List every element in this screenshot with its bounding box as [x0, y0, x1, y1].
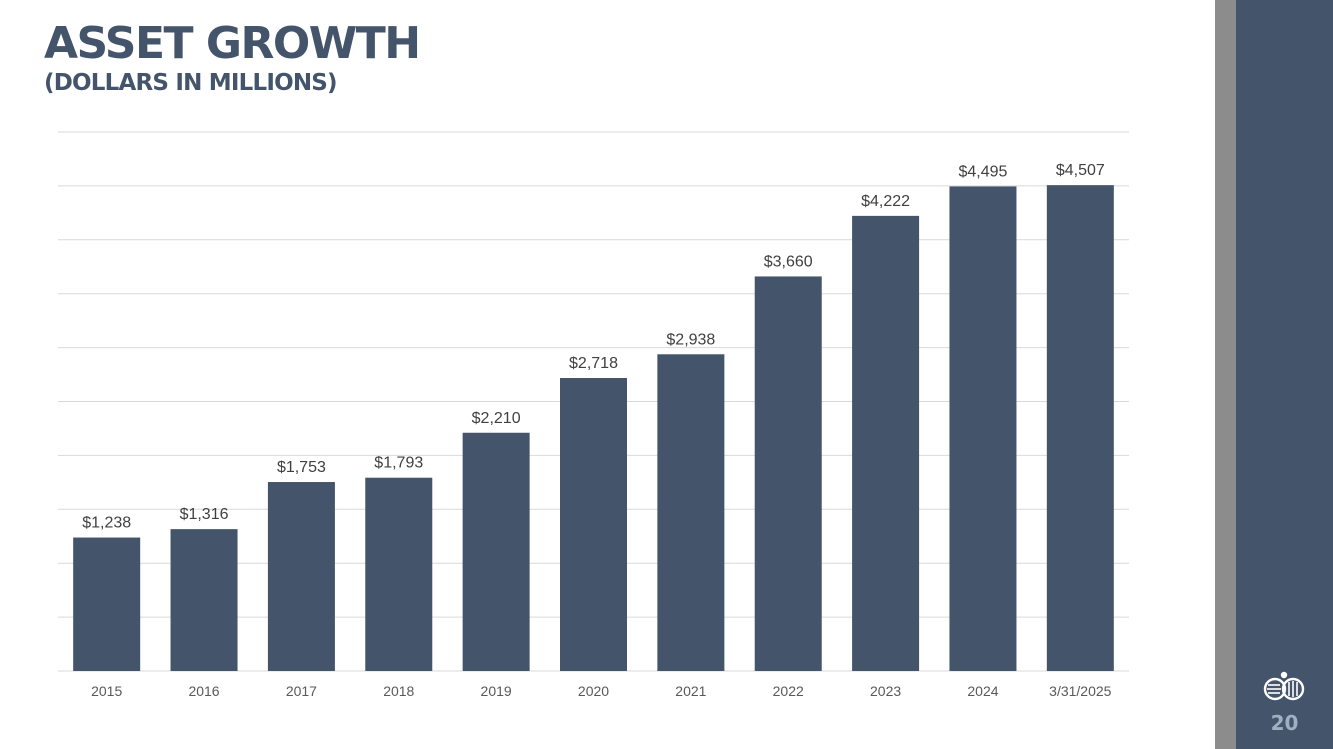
bar-2023 [852, 215, 920, 671]
bar-chart-svg: $1,238 $1,316 $1,753 $1,793 $2,210 $2,718 $2,9… [58, 131, 1129, 699]
x-tick-label: 2024 [967, 683, 998, 699]
data-labels: $1,238 $1,316 $1,753 $1,793 $2,210 $2,718 $2,9… [82, 162, 1105, 531]
x-tick-label: 2020 [578, 683, 609, 699]
bar-2015 [73, 537, 141, 671]
x-tick-label: 2018 [383, 683, 414, 699]
bar-2024 [949, 186, 1017, 671]
data-label: $2,210 [472, 410, 521, 427]
x-tick-label: 2022 [773, 683, 804, 699]
bar-2019 [462, 432, 530, 671]
data-label: $1,316 [180, 506, 229, 523]
x-tick-label: 2015 [91, 683, 122, 699]
data-label: $2,718 [569, 355, 618, 372]
bar-2020 [560, 377, 627, 671]
side-panel [1236, 0, 1333, 749]
data-label: $4,222 [861, 193, 910, 210]
company-logo-icon [1263, 671, 1305, 701]
page-number: 20 [1270, 711, 1299, 735]
slide-subtitle: (DOLLARS IN MILLIONS) [44, 70, 338, 96]
bar-2018 [365, 477, 433, 671]
bar-2017 [267, 482, 335, 671]
data-label: $1,238 [82, 515, 131, 532]
asset-growth-chart: $1,238 $1,316 $1,753 $1,793 $2,210 $2,718 $2,9… [58, 131, 1129, 699]
x-axis-ticks: 2015 2016 2017 2018 2019 2020 2021 2022 2023 2024… [91, 683, 1112, 699]
slide-title: ASSET GROWTH [44, 18, 421, 69]
x-tick-label: 2019 [481, 683, 512, 699]
x-tick-label: 2016 [188, 683, 219, 699]
x-tick-label: 2023 [870, 683, 901, 699]
bars [73, 185, 1114, 672]
data-label: $1,753 [277, 459, 326, 476]
side-panel-stripe [1215, 0, 1236, 749]
data-label: $1,793 [374, 455, 423, 472]
x-tick-label: 2021 [675, 683, 706, 699]
bar-3/31/2025 [1046, 185, 1114, 672]
bar-2016 [170, 529, 238, 671]
x-tick-label: 2017 [286, 683, 317, 699]
x-tick-label: 3/31/2025 [1049, 683, 1111, 699]
bar-2021 [657, 354, 725, 671]
data-label: $4,507 [1056, 162, 1105, 179]
data-label: $4,495 [958, 163, 1007, 180]
bar-2022 [754, 276, 822, 671]
data-label: $3,660 [764, 253, 813, 270]
data-label: $2,938 [666, 331, 715, 348]
